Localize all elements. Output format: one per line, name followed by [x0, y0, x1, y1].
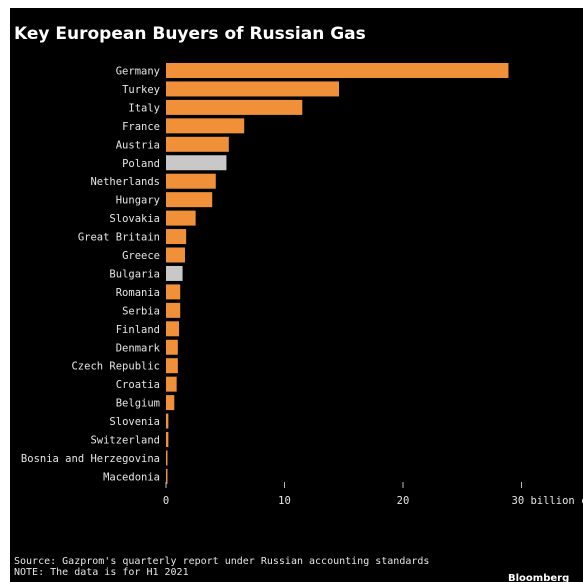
category-label: Romania [116, 287, 160, 299]
bar-slovenia [166, 413, 169, 429]
bar-austria [166, 136, 229, 152]
bar-finland [166, 321, 180, 337]
category-label: Macedonia [103, 471, 160, 483]
category-label: Czech Republic [71, 361, 160, 373]
brand-logo: Bloomberg [508, 573, 570, 582]
category-label: Great Britain [78, 232, 160, 244]
bar-romania [166, 284, 181, 300]
category-label: Greece [122, 250, 160, 262]
bar-croatia [166, 376, 177, 392]
chart-title: Key European Buyers of Russian Gas [14, 24, 366, 44]
bar-czech-republic [166, 358, 178, 374]
bar-greece [166, 247, 185, 263]
category-labels-layer: Germany Turkey Italy France Austria Poland Net… [21, 66, 161, 484]
category-label: Bulgaria [109, 268, 160, 280]
category-label: Italy [128, 102, 160, 114]
category-label: Croatia [116, 379, 160, 391]
category-label: Netherlands [90, 176, 160, 188]
category-label: Germany [116, 66, 160, 78]
category-label: Finland [116, 324, 160, 336]
category-label: Serbia [122, 305, 160, 317]
category-label: Hungary [116, 195, 160, 207]
bar-hungary [166, 192, 213, 208]
bar-belgium [166, 395, 175, 411]
source-note: Source: Gazprom's quarterly report under… [14, 556, 430, 567]
chart-footer: Source: Gazprom's quarterly report under… [14, 556, 429, 578]
category-label: Belgium [116, 398, 160, 410]
bar-macedonia [166, 468, 168, 484]
bar-turkey [166, 81, 340, 97]
category-label: Switzerland [90, 435, 160, 447]
category-label: France [122, 121, 160, 133]
bar-italy [166, 99, 303, 115]
chart-frame: Key European Buyers of Russian Gas Germa… [10, 8, 583, 582]
bar-bosnia-and-herzegovina [166, 450, 168, 466]
x-tick-label: 0 [163, 495, 169, 507]
category-label: Bosnia and Herzegovina [21, 453, 160, 465]
bar-slovakia [166, 210, 196, 226]
category-label: Austria [116, 139, 160, 151]
bar-chart: Germany Turkey Italy France Austria Poland Net… [21, 63, 583, 507]
bars-layer [166, 63, 509, 484]
bar-bulgaria [166, 265, 183, 281]
bar-netherlands [166, 173, 216, 189]
category-label: Denmark [116, 342, 161, 354]
category-label: Turkey [122, 84, 160, 96]
bar-serbia [166, 302, 181, 318]
category-label: Slovenia [109, 416, 160, 428]
x-tick-label: 20 [397, 495, 410, 507]
x-axis: 0 10 20 30 billion cubic meters [163, 482, 583, 507]
bar-switzerland [166, 432, 169, 447]
category-label: Poland [122, 158, 160, 170]
x-tick-label: 10 [278, 495, 291, 507]
bar-france [166, 118, 245, 134]
bar-great-britain [166, 229, 187, 245]
x-tick-label: 30 billion cubic meters [512, 495, 583, 507]
data-note: NOTE: The data is for H1 2021 [14, 567, 189, 578]
bar-poland [166, 155, 227, 171]
bar-germany [166, 63, 509, 78]
bar-denmark [166, 339, 178, 355]
category-label: Slovakia [109, 213, 160, 225]
